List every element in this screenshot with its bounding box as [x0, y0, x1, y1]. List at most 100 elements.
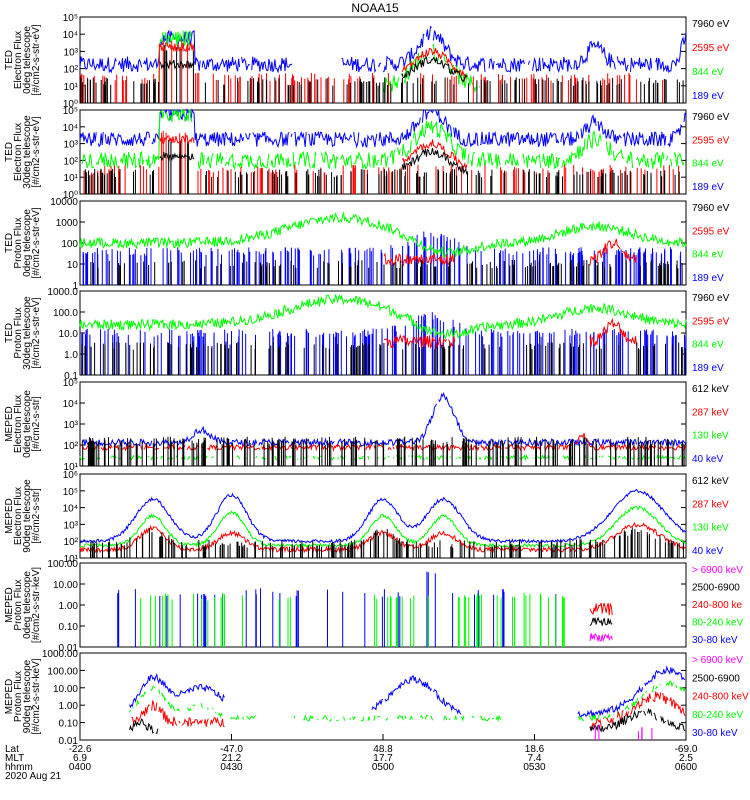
y-axis-label: MEPED	[4, 498, 15, 534]
x-tick-label: 2.5	[679, 753, 693, 764]
y-axis-label: [#/cm2-s-str]	[31, 488, 42, 544]
x-tick-label: 18.6	[525, 744, 545, 755]
series-612kev	[90, 527, 684, 558]
legend-entry: 287 keV	[692, 499, 729, 510]
legend-entry: 2500-6900	[692, 673, 740, 684]
legend-entry: 130 keV	[692, 523, 729, 534]
y-axis-label: [#/cm2-s-str-keV]	[31, 658, 42, 734]
legend-entry: 287 keV	[692, 407, 729, 418]
x-tick-label: 0500	[372, 762, 395, 773]
y-axis-label: MEPED	[4, 587, 15, 623]
y-tick-label: 10.00	[53, 580, 78, 591]
y-axis-label: MEPED	[4, 406, 15, 442]
y-axis-label: 0deg telescope	[22, 26, 33, 94]
y-tick-label: 10⁵	[63, 106, 78, 117]
y-tick-label: 100	[61, 239, 78, 250]
series-30-80kev	[117, 571, 557, 647]
y-tick-label: 1	[72, 281, 78, 292]
legend-entry: 844 eV	[692, 159, 724, 170]
series-40kev	[81, 391, 687, 448]
y-axis-label: 0deg telescope	[22, 571, 33, 639]
legend-entry: 240-800 ke	[692, 600, 742, 611]
series-2595ev-core	[159, 135, 468, 170]
series-7960ev-core	[159, 55, 468, 83]
series-189ev	[79, 108, 687, 149]
x-tick-label: 17.7	[373, 753, 393, 764]
y-tick-label: 10¹	[64, 554, 79, 565]
x-row-label: MLT	[5, 753, 24, 764]
series-7960ev	[84, 139, 680, 194]
legend-entry: 80-240 keV	[692, 710, 743, 721]
y-tick-label: 100.0	[53, 308, 78, 319]
y-tick-label: 0.10	[59, 719, 79, 730]
legend-entry: 612 keV	[692, 384, 729, 395]
series-30-80kev	[129, 665, 686, 718]
y-axis-label: 0deg telescope	[22, 390, 33, 458]
y-tick-label: 10¹	[64, 82, 79, 93]
y-axis-label: Proton Flux	[13, 217, 24, 268]
y-tick-label: 1000.0	[47, 287, 78, 298]
panel-3-traces	[79, 211, 687, 285]
x-tick-label: 7.4	[528, 753, 542, 764]
x-row-label: Lat	[5, 744, 19, 755]
date-label: 2020 Aug 21	[5, 771, 62, 782]
panel-1-traces	[79, 25, 687, 103]
y-tick-label: 1000	[56, 218, 79, 229]
series-6900kev	[589, 633, 613, 643]
y-axis-label: Proton Flux	[13, 671, 24, 722]
panel-8: 0.01 0.10 1.00 10.00 100.00 1000.00 MEPEDProto…	[4, 649, 749, 747]
panel-7-traces	[117, 571, 613, 647]
series-6900kev	[594, 724, 653, 740]
legend-entry: 844 eV	[692, 340, 724, 351]
y-tick-label: 1.0	[64, 350, 78, 361]
x-row-label: hhmm	[5, 762, 33, 773]
chart-title: NOAA15	[351, 1, 399, 15]
y-tick-label: 10⁴	[63, 30, 78, 41]
legend-entry: 130 keV	[692, 431, 729, 442]
x-tick-label: 0600	[675, 762, 698, 773]
legend-entry: 30-80 keV	[692, 728, 738, 739]
legend-entry: 2500-6900	[692, 583, 740, 594]
y-tick-label: 100.00	[47, 559, 78, 570]
y-tick-label: 0.10	[59, 622, 79, 633]
series-240-800kev	[131, 691, 686, 729]
x-tick-label: -69.0	[675, 744, 698, 755]
x-tick-label: 48.8	[373, 744, 393, 755]
x-tick-label: 0530	[523, 762, 546, 773]
panel-2-traces	[79, 108, 687, 194]
series-40kev	[79, 488, 687, 544]
y-axis-label: [#/cm2-s-str-eV]	[31, 116, 42, 187]
legend-entry: 40 keV	[692, 546, 723, 557]
series-844ev	[79, 294, 687, 341]
y-axis-label: Proton Flux	[13, 307, 24, 358]
legend-entry: 240-800 keV	[692, 692, 749, 703]
series-844ev	[79, 211, 687, 259]
y-tick-label: 10³	[64, 420, 79, 431]
x-tick-label: -47.0	[220, 744, 243, 755]
x-tick-label: -22.6	[69, 744, 92, 755]
legend-entry: 189 eV	[692, 182, 724, 193]
y-tick-label: 0.1	[64, 371, 78, 382]
series-7960ev	[90, 259, 683, 285]
y-tick-label: 10²	[64, 537, 79, 548]
y-tick-label: 10¹	[64, 462, 79, 473]
y-tick-label: 10²	[64, 65, 79, 76]
legend-entry: 30-80 keV	[692, 635, 738, 646]
panel-5-traces	[79, 391, 687, 466]
y-tick-label: 100.00	[47, 666, 78, 677]
series-2595ev-core	[159, 42, 468, 80]
y-axis-label: [#/cm2-s-str-eV]	[31, 24, 42, 95]
series-2595ev	[383, 238, 637, 267]
legend-entry: > 6900 keV	[692, 655, 743, 666]
y-axis-label: Proton Flux	[13, 579, 24, 630]
y-tick-label: 10.00	[53, 684, 78, 695]
y-axis-label: [#/cm2-s-str]	[31, 396, 42, 452]
panel-frame	[79, 473, 687, 559]
y-axis-label: Electron Flux	[13, 487, 24, 545]
y-tick-label: 10000	[50, 197, 78, 208]
